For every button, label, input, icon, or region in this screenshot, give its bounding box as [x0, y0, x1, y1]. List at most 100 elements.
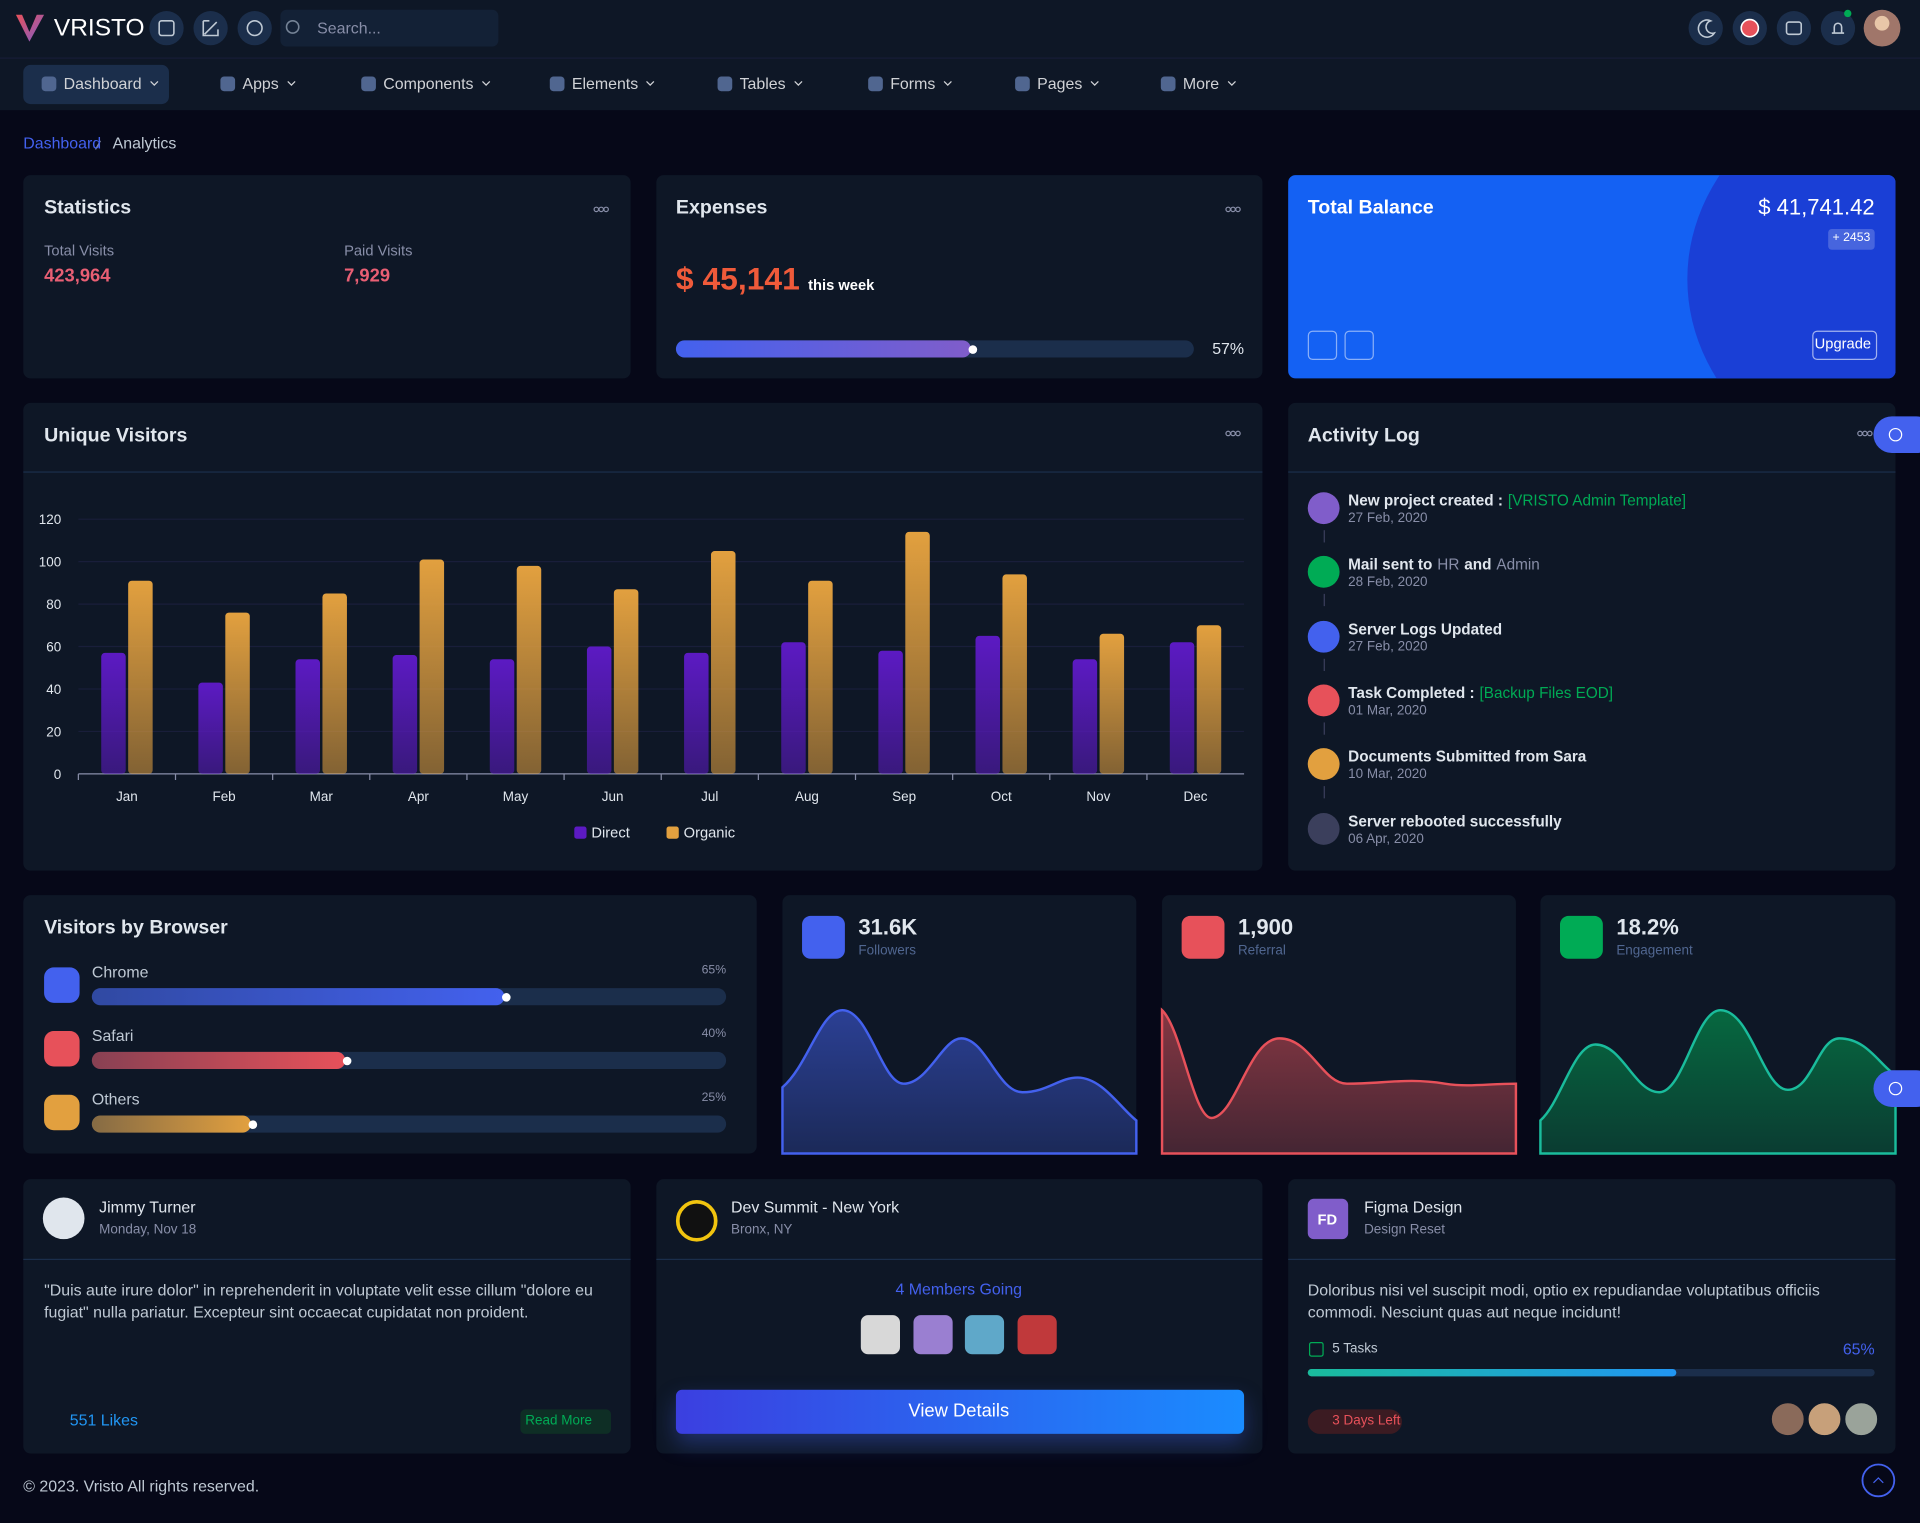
- bar: [905, 531, 930, 774]
- circle: [1235, 206, 1241, 213]
- team-avatar: [1769, 1400, 1807, 1438]
- upgrade-button[interactable]: [1812, 330, 1878, 361]
- circle: [246, 20, 263, 37]
- bar: [878, 650, 903, 774]
- nav-label: Components: [383, 74, 474, 93]
- likes[interactable]: 551 Likes: [69, 1410, 138, 1430]
- chevron: [149, 80, 158, 86]
- project-initials: FD: [1317, 1210, 1338, 1228]
- stat-value: 7,929: [344, 265, 391, 287]
- chevron: [646, 80, 655, 86]
- y-tick-label: 40: [46, 682, 61, 697]
- project-text: Doloribus nisi vel suscipit modi, optio …: [1307, 1280, 1820, 1321]
- progress-fill: [91, 1051, 352, 1069]
- read-more-button[interactable]: [520, 1409, 612, 1434]
- rect: [1873, 1070, 1920, 1107]
- logo-icon[interactable]: [15, 14, 45, 42]
- bar: [781, 642, 806, 774]
- upgrade-label[interactable]: Upgrade: [1814, 335, 1872, 353]
- area-shape: [1539, 1008, 1897, 1155]
- activity-segment: HR: [1437, 556, 1460, 574]
- summary-value: 1,900: [1237, 914, 1294, 940]
- balance-amount: $ 41,741.42: [1758, 194, 1875, 220]
- bar: [295, 659, 321, 774]
- progress-knob: [343, 1056, 352, 1065]
- task-check: [1308, 1342, 1324, 1357]
- nav-icon: [220, 75, 236, 91]
- activity-icon: [1307, 492, 1340, 525]
- circle: [1776, 11, 1812, 46]
- bar: [1099, 633, 1125, 774]
- summary-value: 31.6K: [858, 914, 918, 940]
- bar: [1002, 574, 1027, 774]
- circle: [1235, 430, 1241, 437]
- search-box[interactable]: [280, 9, 499, 47]
- timeline-line: [1323, 530, 1325, 543]
- user-face: [1874, 15, 1890, 31]
- nav-item[interactable]: Forms: [868, 74, 952, 92]
- status-dot: [1844, 9, 1852, 18]
- browser-name: Others: [91, 1090, 140, 1109]
- rect: [158, 20, 175, 37]
- add-button[interactable]: [1307, 330, 1338, 361]
- x-tick-label: May: [503, 789, 529, 804]
- chevron: [286, 80, 296, 86]
- x-tick-label: Nov: [1086, 789, 1110, 804]
- chevron: [1227, 80, 1236, 86]
- activity-date: 27 Feb, 2020: [1348, 511, 1428, 526]
- post-date: Monday, Nov 18: [99, 1222, 197, 1238]
- x-tick-label: Jan: [116, 789, 138, 804]
- event-location: Bronx, NY: [731, 1222, 793, 1238]
- nav-item[interactable]: Components: [361, 74, 490, 92]
- nav-icon: [868, 75, 883, 91]
- view-details-label[interactable]: View Details: [908, 1400, 1010, 1422]
- members-going: 4 Members Going: [895, 1279, 1023, 1299]
- browser-value-label: 25%: [701, 1091, 727, 1105]
- settings-tabs[interactable]: [1873, 416, 1920, 1107]
- team-avatar: [1806, 1400, 1843, 1438]
- card-button[interactable]: [1344, 330, 1374, 361]
- bar: [711, 551, 736, 774]
- project-subtitle: Design Reset: [1364, 1222, 1445, 1238]
- bar: [128, 580, 153, 774]
- path: [202, 20, 219, 37]
- activity-text: New project created : [VRISTO Admin Templ…: [1348, 492, 1686, 509]
- bar: [322, 593, 347, 774]
- search-placeholder[interactable]: Search...: [317, 18, 381, 37]
- read-more-label[interactable]: Read More: [525, 1413, 592, 1429]
- scroll-glyph: [1873, 1477, 1884, 1484]
- y-tick-label: 80: [46, 597, 61, 612]
- project-card: [1288, 1179, 1896, 1454]
- progress-fill: [91, 988, 511, 1006]
- x-tick-label: Apr: [408, 789, 429, 804]
- nav-item[interactable]: Apps: [220, 74, 296, 92]
- header-icons[interactable]: [149, 11, 1856, 46]
- summary-value: 18.2%: [1616, 914, 1679, 940]
- x-tick-label: Dec: [1184, 789, 1208, 804]
- view-details-button[interactable]: [675, 1389, 1245, 1434]
- nav-item[interactable]: More: [1160, 74, 1236, 92]
- activity-icon: [1307, 748, 1340, 781]
- browser-icon: [44, 1031, 80, 1067]
- project-title: Figma Design: [1364, 1197, 1463, 1217]
- scroll-top[interactable]: [1861, 1463, 1896, 1498]
- activity-date: 06 Apr, 2020: [1348, 831, 1424, 847]
- chevron: [793, 80, 802, 86]
- activity-text: Server rebooted successfully: [1348, 812, 1562, 829]
- rect: [1785, 21, 1803, 36]
- progress-track: [91, 1115, 727, 1133]
- logo[interactable]: VRISTO: [53, 14, 145, 42]
- x-tick-label: Jun: [602, 789, 624, 804]
- nav-item[interactable]: Dashboard: [41, 74, 159, 92]
- card-title: Statistics: [44, 197, 132, 219]
- activity-icon: [1307, 556, 1340, 589]
- nav-item[interactable]: Tables: [717, 74, 803, 92]
- nav-item[interactable]: Elements: [549, 74, 656, 92]
- post-text: "Duis aute irure dolor" in reprehenderit…: [44, 1280, 593, 1321]
- chevron: [481, 80, 490, 86]
- nav-item[interactable]: Pages: [1015, 74, 1099, 92]
- breadcrumb-link[interactable]: Dashboard: [23, 133, 102, 153]
- bar: [1072, 659, 1098, 774]
- member-avatar: [1017, 1315, 1057, 1355]
